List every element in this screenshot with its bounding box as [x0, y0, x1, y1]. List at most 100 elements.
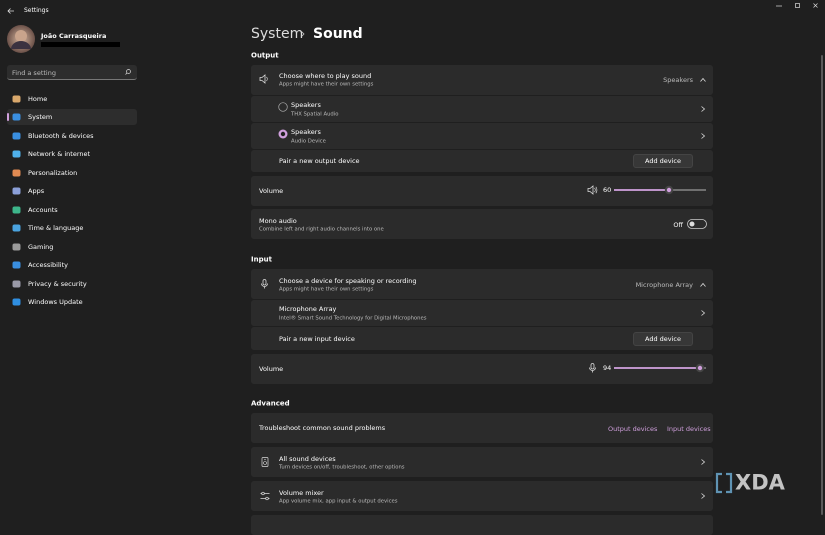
section-heading: Output [251, 51, 279, 60]
nav-item[interactable]: Privacy & security [28, 279, 87, 288]
setting-title: Volume mixer [279, 488, 324, 497]
close-button[interactable] [813, 3, 818, 8]
radio-button[interactable] [278, 102, 288, 112]
selected-device: Speakers [663, 75, 693, 84]
toggle-state: Off [673, 220, 683, 229]
next-item [251, 515, 713, 535]
collapse-chevron[interactable] [700, 77, 706, 83]
volume-label: Volume [259, 364, 284, 373]
chevron[interactable] [700, 459, 706, 465]
window-title: Settings [24, 7, 49, 14]
output-device[interactable] [251, 123, 713, 149]
button-label: Add device [644, 334, 682, 343]
setting-title: Choose where to play sound [279, 71, 372, 80]
nav-icon [12, 243, 21, 251]
volume-label: Volume [259, 186, 284, 195]
setting-subtitle: Turn devices on/off, troubleshoot, other… [279, 463, 405, 470]
output-chooser[interactable] [251, 65, 713, 95]
nav-indicator [7, 113, 9, 121]
nav-icon [12, 206, 21, 214]
button[interactable] [633, 332, 693, 346]
advanced-item[interactable] [251, 481, 713, 511]
chevron[interactable] [700, 133, 706, 139]
search-placeholder: Find a setting [12, 68, 56, 77]
nav-item[interactable]: Windows Update [28, 297, 83, 306]
back-button[interactable] [7, 8, 15, 14]
nav-icon [12, 132, 21, 140]
volume-value: 94 [603, 363, 612, 372]
output-device[interactable] [251, 96, 713, 122]
pair-label: Pair a new input device [279, 334, 355, 343]
nav-item[interactable]: System [28, 112, 53, 121]
input-chooser[interactable] [251, 269, 713, 299]
nav-icon [12, 224, 21, 232]
redacted-email [41, 42, 120, 47]
section-heading: Advanced [251, 399, 290, 408]
nav-item[interactable]: Apps [28, 186, 45, 195]
pair-label: Pair a new output device [279, 156, 360, 165]
chevron[interactable] [700, 310, 706, 316]
nav-item[interactable]: Network & internet [28, 149, 91, 158]
nav-item[interactable]: Time & language [28, 223, 84, 232]
mic-icon [589, 363, 596, 373]
button[interactable] [633, 154, 693, 168]
nav-icon [12, 187, 21, 195]
chevron[interactable] [700, 106, 706, 112]
setting-title: Troubleshoot common sound problems [259, 423, 386, 432]
pair-output [251, 150, 713, 172]
collapse-chevron[interactable] [700, 282, 706, 288]
volume-slider[interactable] [614, 185, 706, 195]
speaker-icon [259, 74, 268, 84]
nav-icon [12, 150, 21, 158]
nav-item[interactable]: Bluetooth & devices [28, 131, 94, 140]
mono-audio [251, 209, 713, 239]
breadcrumb-parent[interactable]: System [251, 26, 304, 42]
link[interactable]: Input devices [667, 424, 711, 433]
radio-button[interactable] [278, 129, 288, 139]
avatar [7, 25, 35, 53]
setting-title: Choose a device for speaking or recordin… [279, 276, 417, 285]
watermark: XDA [735, 470, 785, 495]
setting-subtitle: App volume mix, app input & output devic… [279, 497, 398, 504]
nav-item[interactable]: Accessibility [28, 260, 68, 269]
volume-slider[interactable] [614, 363, 706, 373]
scrollbar [821, 55, 823, 515]
maximize-button[interactable] [795, 3, 800, 8]
pair-input [251, 327, 713, 350]
device-detail: THX Spatial Audio [291, 110, 339, 117]
nav-item[interactable]: Accounts [28, 205, 58, 214]
section-heading: Input [251, 255, 272, 264]
nav-icon [12, 169, 21, 177]
nav-icon [12, 113, 21, 121]
device-name: Speakers [291, 127, 321, 136]
nav-icon [12, 298, 21, 306]
input-volume [251, 354, 713, 384]
minimize-button[interactable] [776, 5, 782, 7]
search-box[interactable] [7, 65, 137, 80]
breadcrumb-separator [301, 31, 305, 37]
toggle[interactable] [687, 219, 707, 229]
nav-item[interactable]: Personalization [28, 168, 78, 177]
advanced-item[interactable] [251, 447, 713, 477]
mixer-icon [260, 491, 270, 501]
slider-thumb[interactable] [695, 363, 705, 373]
mic-icon [261, 279, 268, 289]
user-name: João Carrasqueira [41, 31, 107, 40]
selected-device: Microphone Array [635, 280, 693, 289]
nav-item[interactable]: Gaming [28, 242, 54, 251]
search-icon [125, 69, 131, 75]
button-label: Add device [644, 156, 682, 165]
setting-title: All sound devices [279, 454, 336, 463]
input-device[interactable] [251, 300, 713, 326]
slider-thumb[interactable] [664, 185, 674, 195]
nav-item[interactable]: Home [28, 94, 48, 103]
chevron[interactable] [700, 493, 706, 499]
setting-subtitle: Apps might have their own settings [279, 285, 374, 292]
nav-selected[interactable] [7, 109, 137, 125]
link[interactable]: Output devices [608, 424, 658, 433]
nav-icon [12, 280, 21, 288]
setting-title: Mono audio [259, 216, 297, 225]
output-volume [251, 176, 713, 206]
volume-value: 60 [603, 185, 612, 194]
